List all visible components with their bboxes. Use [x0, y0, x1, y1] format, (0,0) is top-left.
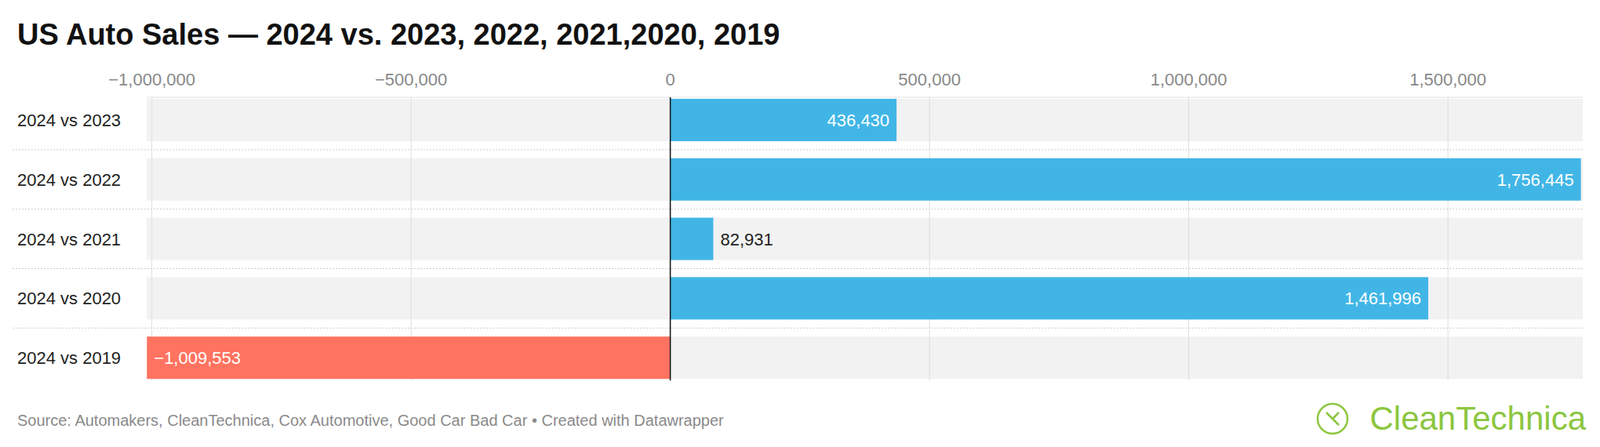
title: US Auto Sales — 2024 vs. 2023, 2022, 202…: [17, 18, 781, 51]
logo-icon: [1326, 412, 1339, 426]
data-label: 436,430: [827, 110, 891, 131]
grid-line: [669, 97, 671, 381]
category-label: 2024 vs 2019: [17, 348, 121, 368]
row-background: [146, 98, 1583, 142]
data-label: 82,931: [720, 229, 773, 250]
zero-line: [669, 97, 672, 381]
tick-label: −500,000: [374, 69, 448, 90]
tick-label: −1,000,000: [108, 69, 196, 90]
logo: CleanTechnica: [1317, 400, 1587, 437]
category-label: 2024 vs 2023: [17, 110, 121, 131]
category-label: 2024 vs 2020: [17, 288, 121, 309]
category-label: 2024 vs 2021: [17, 229, 121, 250]
data-label: −1,009,553: [153, 348, 241, 368]
data-label: 1,461,996: [1344, 288, 1422, 309]
logo-text: CleanTechnica: [1369, 400, 1586, 437]
bar: [670, 98, 897, 142]
row-background: [146, 276, 1583, 320]
tick-label: 500,000: [898, 69, 961, 90]
axis-line: [146, 97, 1583, 99]
row-background: [146, 336, 1583, 379]
data-labels: 436,430 1,756,445 82,931 1,461,996 −1,009,55…: [153, 110, 1574, 368]
row-separator: [12, 268, 1583, 270]
data-label: 1,756,445: [1497, 170, 1575, 190]
tick-label: 1,500,000: [1409, 69, 1487, 90]
row-background: [146, 158, 1583, 201]
category-label: 2024 vs 2022: [17, 170, 121, 190]
row-separator: [12, 327, 1583, 329]
chart: US Auto Sales — 2024 vs. 2023, 2022, 202…: [0, 0, 1600, 447]
grid-line: [929, 97, 931, 381]
row-background: [146, 218, 1583, 261]
bar: [670, 158, 1582, 201]
tick-label: 1,000,000: [1150, 69, 1228, 90]
bar: [670, 218, 714, 261]
bar: [146, 336, 670, 379]
bars: [146, 98, 1581, 379]
tick-label: 0: [665, 69, 675, 90]
grid-line: [1188, 97, 1190, 381]
grid-line: [1447, 97, 1449, 381]
source: Source: Automakers, CleanTechnica, Cox A…: [17, 411, 724, 430]
row-separator: [12, 208, 1583, 210]
logo-icon: [1317, 403, 1348, 434]
row-separator: [12, 149, 1583, 150]
bar: [670, 276, 1429, 320]
